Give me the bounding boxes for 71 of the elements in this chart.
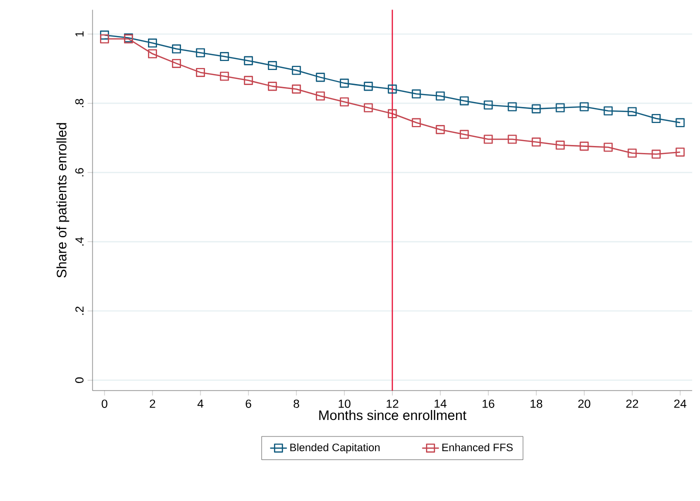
point: [580, 102, 589, 112]
point: [100, 30, 110, 40]
point: [196, 48, 205, 58]
point: [196, 68, 205, 77]
x-tick-label: 20: [578, 399, 590, 408]
point: [220, 52, 229, 61]
point: [388, 108, 397, 118]
point: [172, 44, 181, 54]
x-tick-label: 22: [626, 399, 638, 408]
y-tick-label: .2: [75, 306, 84, 315]
point: [148, 38, 158, 48]
point: [676, 118, 685, 127]
point: [340, 78, 349, 88]
point: [556, 103, 565, 112]
point: [532, 137, 541, 146]
x-tick-label: 4: [197, 399, 204, 408]
point: [412, 118, 421, 127]
x-tick-label: 18: [530, 399, 542, 408]
y-tick-label: 0: [75, 377, 84, 383]
point: [364, 103, 373, 112]
x-tick-label: 24: [674, 399, 686, 408]
x-axis-title: Months since enrollment: [319, 410, 466, 420]
x-tick-label: 12: [386, 399, 398, 408]
point: [580, 141, 589, 150]
x-tick-label: 6: [246, 399, 252, 408]
y-tick-label: .8: [75, 98, 84, 107]
point: [676, 147, 685, 156]
point: [148, 49, 158, 58]
point: [652, 114, 661, 123]
x-tick-label: 16: [482, 399, 494, 408]
point: [316, 91, 325, 100]
point: [652, 149, 661, 158]
point: [292, 66, 301, 75]
legend-label: Blended Capitation: [290, 443, 380, 454]
point: [484, 100, 493, 110]
point: [532, 104, 541, 114]
point: [220, 72, 229, 81]
point: [244, 76, 253, 85]
point: [460, 130, 469, 139]
point: [436, 91, 445, 100]
legend-label: Enhanced FFS: [442, 443, 513, 451]
point: [292, 84, 301, 94]
y-axis-title: Share of patients enrolled: [56, 122, 70, 278]
y-tick-label: .4: [75, 236, 84, 246]
point: [508, 102, 517, 112]
point: [316, 72, 325, 82]
point: [268, 82, 277, 91]
point: [244, 56, 253, 65]
point: [100, 34, 110, 44]
x-tick-label: 14: [434, 399, 446, 408]
x-tick-label: 8: [294, 399, 300, 408]
point: [604, 142, 613, 152]
point: [268, 60, 277, 70]
point: [604, 106, 613, 116]
point: [340, 97, 349, 106]
point: [628, 106, 637, 116]
x-tick-label: 0: [102, 399, 108, 408]
point: [364, 82, 373, 91]
point: [628, 148, 637, 158]
point: [388, 84, 397, 94]
point: [556, 140, 565, 150]
point: [436, 124, 445, 134]
point: [412, 89, 421, 98]
point: [172, 58, 181, 68]
point: [484, 134, 493, 144]
x-tick-label: 10: [338, 399, 350, 408]
y-tick-label: 1: [75, 31, 84, 36]
point: [508, 134, 517, 144]
x-tick-label: 2: [150, 399, 156, 408]
point: [460, 96, 469, 106]
y-tick-label: .6: [75, 168, 84, 176]
